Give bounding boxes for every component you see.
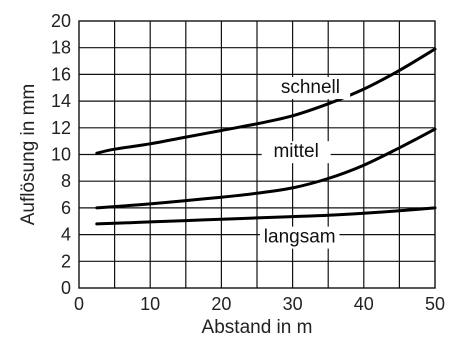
tick-labels: 0 10 20 30 40 50 0 2 4 6 8 10 12 14 16 18 20	[51, 11, 445, 314]
y-tick-label: 20	[51, 11, 71, 31]
x-tick-label: 20	[211, 294, 231, 314]
grid	[79, 21, 435, 288]
x-tick-label: 10	[140, 294, 160, 314]
series-line-mittel	[95, 127, 437, 210]
x-tick-label: 0	[74, 294, 84, 314]
y-axis-label: Auflösung in mm	[18, 84, 39, 226]
y-tick-label: 6	[61, 198, 71, 218]
y-tick-label: 12	[51, 118, 71, 138]
series-label-mittel: mittel	[273, 141, 318, 162]
x-axis-label: Abstand in m	[202, 317, 313, 338]
series-labels: schnell mittel langsam	[259, 77, 351, 249]
plot-frame	[78, 20, 436, 289]
series-label-background	[270, 77, 351, 100]
series-label-background	[261, 141, 331, 164]
series-curves	[95, 47, 437, 226]
x-tick-label: 30	[283, 294, 303, 314]
y-tick-label: 16	[51, 64, 71, 84]
y-tick-label: 4	[61, 225, 71, 245]
y-tick-label: 18	[51, 38, 71, 58]
series-label-langsam: langsam	[264, 227, 336, 248]
x-tick-label: 40	[354, 294, 374, 314]
series-label-schnell: schnell	[281, 77, 340, 98]
y-tick-label: 10	[51, 145, 71, 165]
y-tick-label: 14	[51, 91, 71, 111]
series-line-langsam	[95, 206, 437, 226]
y-tick-label: 0	[61, 278, 71, 298]
y-tick-label: 2	[61, 251, 71, 271]
series-line-schnell	[95, 47, 437, 155]
y-tick-label: 8	[61, 171, 71, 191]
series-label-background	[259, 226, 340, 249]
x-tick-label: 50	[425, 294, 445, 314]
